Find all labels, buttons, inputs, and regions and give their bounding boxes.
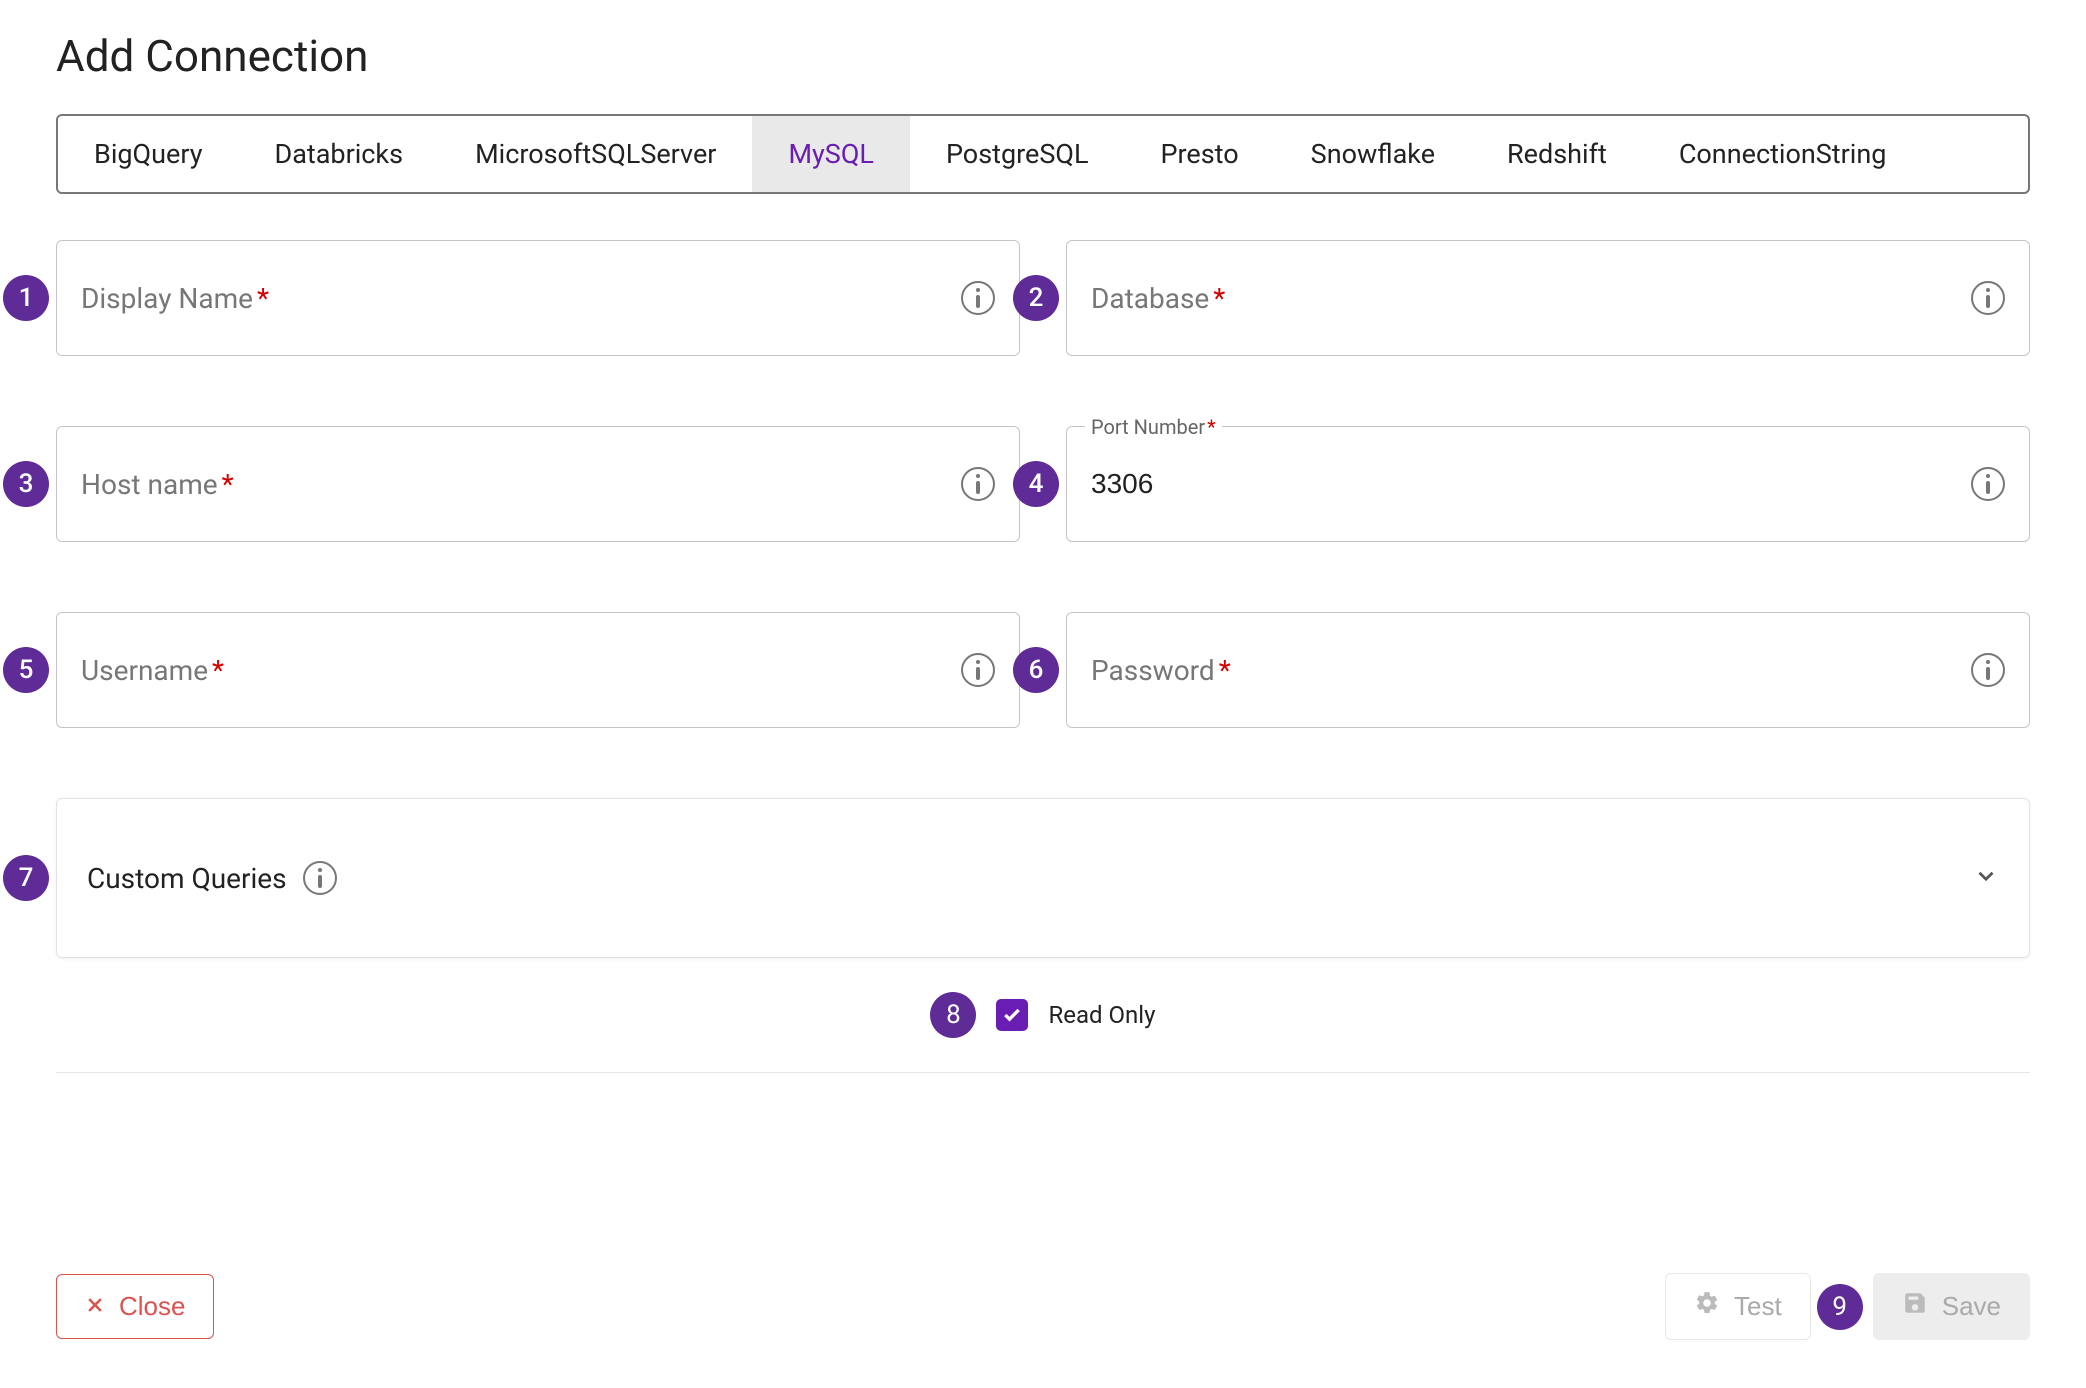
tab-snowflake[interactable]: Snowflake xyxy=(1275,116,1471,192)
info-icon[interactable] xyxy=(1971,281,2005,315)
info-icon[interactable] xyxy=(961,653,995,687)
tab-bigquery[interactable]: BigQuery xyxy=(58,116,239,192)
display-name-label: Display Name* xyxy=(81,282,961,315)
step-badge-2: 2 xyxy=(1013,275,1059,321)
gear-icon xyxy=(1694,1290,1720,1323)
database-field[interactable]: Database* xyxy=(1066,240,2030,356)
tab-redshift[interactable]: Redshift xyxy=(1471,116,1643,192)
port-number-input[interactable] xyxy=(1091,468,1971,500)
port-number-label: Port Number* xyxy=(1085,415,1222,439)
step-badge-5: 5 xyxy=(3,647,49,693)
database-label: Database* xyxy=(1091,282,1971,315)
chevron-down-icon xyxy=(1973,863,1999,893)
password-label: Password* xyxy=(1091,654,1971,687)
footer-actions: Close Test 9 Save xyxy=(56,1273,2030,1340)
password-field[interactable]: Password* xyxy=(1066,612,2030,728)
display-name-field[interactable]: Display Name* xyxy=(56,240,1020,356)
step-badge-7: 7 xyxy=(3,855,49,901)
step-badge-8: 8 xyxy=(930,992,976,1038)
host-name-field[interactable]: Host name* xyxy=(56,426,1020,542)
custom-queries-panel[interactable]: Custom Queries xyxy=(56,798,2030,958)
save-button[interactable]: Save xyxy=(1873,1273,2030,1340)
tab-databricks[interactable]: Databricks xyxy=(239,116,440,192)
test-button[interactable]: Test xyxy=(1665,1273,1811,1340)
tab-postgresql[interactable]: PostgreSQL xyxy=(910,116,1125,192)
connection-form: 1 Display Name* 2 Database* 3 Host name* xyxy=(56,240,2030,958)
step-badge-4: 4 xyxy=(1013,461,1059,507)
page-title: Add Connection xyxy=(56,30,2030,82)
info-icon[interactable] xyxy=(961,467,995,501)
step-badge-6: 6 xyxy=(1013,647,1059,693)
username-field[interactable]: Username* xyxy=(56,612,1020,728)
tab-presto[interactable]: Presto xyxy=(1125,116,1275,192)
info-icon[interactable] xyxy=(303,861,337,895)
info-icon[interactable] xyxy=(961,281,995,315)
connection-type-tabs: BigQuery Databricks MicrosoftSQLServer M… xyxy=(56,114,2030,194)
save-button-label: Save xyxy=(1942,1291,2001,1322)
info-icon[interactable] xyxy=(1971,653,2005,687)
read-only-row: 8 Read Only xyxy=(56,958,2030,1073)
step-badge-3: 3 xyxy=(3,461,49,507)
tab-microsoftsqlserver[interactable]: MicrosoftSQLServer xyxy=(439,116,752,192)
close-button-label: Close xyxy=(119,1291,185,1322)
tab-connectionstring[interactable]: ConnectionString xyxy=(1643,116,1923,192)
read-only-label: Read Only xyxy=(1048,1001,1155,1029)
test-button-label: Test xyxy=(1734,1291,1782,1322)
step-badge-9: 9 xyxy=(1817,1284,1863,1330)
step-badge-1: 1 xyxy=(3,275,49,321)
username-label: Username* xyxy=(81,654,961,687)
read-only-checkbox[interactable] xyxy=(996,999,1028,1031)
host-name-label: Host name* xyxy=(81,468,961,501)
tab-mysql[interactable]: MySQL xyxy=(752,116,910,192)
port-number-field[interactable]: Port Number* xyxy=(1066,426,2030,542)
close-button[interactable]: Close xyxy=(56,1274,214,1339)
info-icon[interactable] xyxy=(1971,467,2005,501)
close-icon xyxy=(85,1291,105,1322)
save-icon xyxy=(1902,1290,1928,1323)
custom-queries-label: Custom Queries xyxy=(87,862,287,895)
